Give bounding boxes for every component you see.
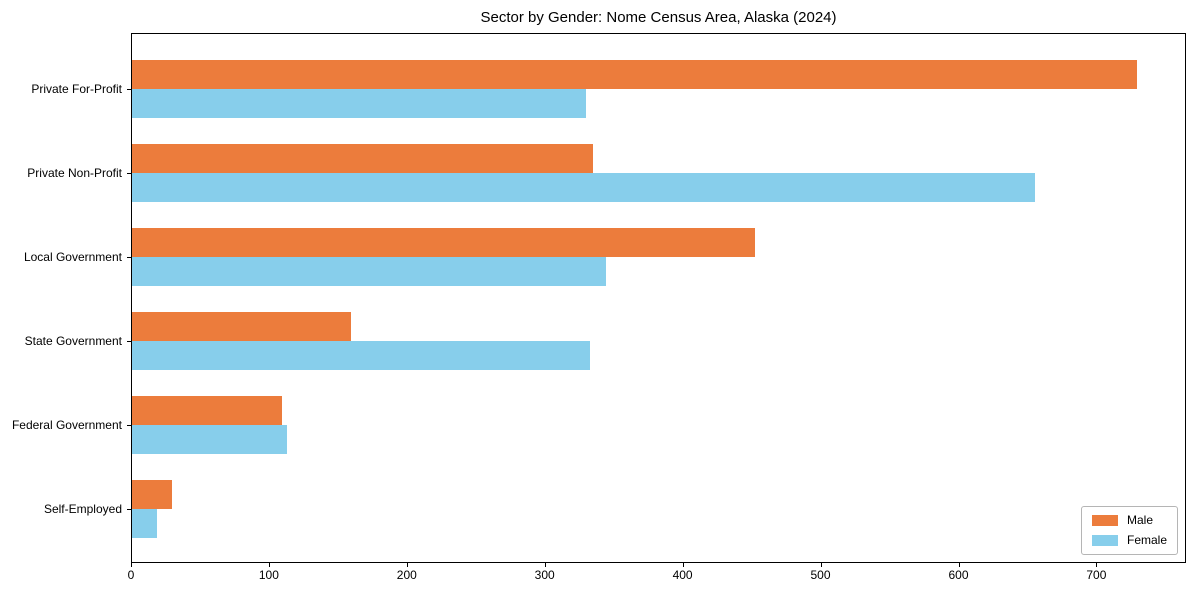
x-tick-label: 100 <box>258 568 279 582</box>
bar-female-6 <box>132 509 157 538</box>
legend-item-male: Male <box>1091 513 1167 527</box>
bar-male-2 <box>132 144 593 173</box>
legend-swatch-female <box>1091 535 1118 546</box>
plot-area: Male Female <box>131 33 1186 563</box>
y-tick-label: Local Government <box>23 250 122 264</box>
x-tick-mark <box>544 563 546 567</box>
bar-female-4 <box>132 341 590 370</box>
x-tick-mark <box>1096 563 1098 567</box>
y-tick-mark <box>127 257 131 258</box>
bar-female-1 <box>132 89 586 118</box>
y-tick-mark <box>127 341 131 342</box>
x-tick-mark <box>131 563 132 567</box>
bar-female-3 <box>132 257 607 286</box>
x-tick-mark <box>820 563 822 567</box>
y-tick-label: Self-Employed <box>43 502 122 516</box>
x-tick-label: 600 <box>948 568 969 582</box>
x-tick-label: 0 <box>127 568 135 582</box>
bar-male-4 <box>132 312 352 341</box>
bar-male-1 <box>132 60 1138 89</box>
y-tick-label: Private Non-Profit <box>27 166 122 180</box>
x-tick-mark <box>958 563 960 567</box>
bar-male-3 <box>132 228 756 257</box>
legend: Male Female <box>1080 506 1178 555</box>
x-tick-label: 300 <box>534 568 555 582</box>
x-tick-label: 500 <box>810 568 831 582</box>
y-tick-label: Private For-Profit <box>31 82 122 96</box>
legend-swatch-male <box>1091 515 1118 526</box>
x-tick-mark <box>268 563 270 567</box>
x-tick-label: 700 <box>1086 568 1107 582</box>
chart-title: Sector by Gender: Nome Census Area, Alas… <box>480 9 837 26</box>
bar-male-5 <box>132 396 283 425</box>
y-tick-label: State Government <box>24 334 122 348</box>
legend-item-female: Female <box>1091 533 1167 547</box>
bar-male-6 <box>132 480 172 509</box>
bar-female-2 <box>132 173 1036 202</box>
x-tick-mark <box>406 563 408 567</box>
bar-female-5 <box>132 425 287 454</box>
y-tick-mark <box>127 173 131 174</box>
y-tick-mark <box>127 425 131 426</box>
legend-label: Male <box>1126 513 1153 527</box>
x-tick-label: 400 <box>672 568 693 582</box>
x-tick-label: 200 <box>396 568 417 582</box>
y-tick-mark <box>127 509 131 510</box>
y-tick-mark <box>127 89 131 90</box>
legend-label: Female <box>1126 533 1167 547</box>
y-tick-label: Federal Government <box>11 418 122 432</box>
x-tick-mark <box>682 563 684 567</box>
